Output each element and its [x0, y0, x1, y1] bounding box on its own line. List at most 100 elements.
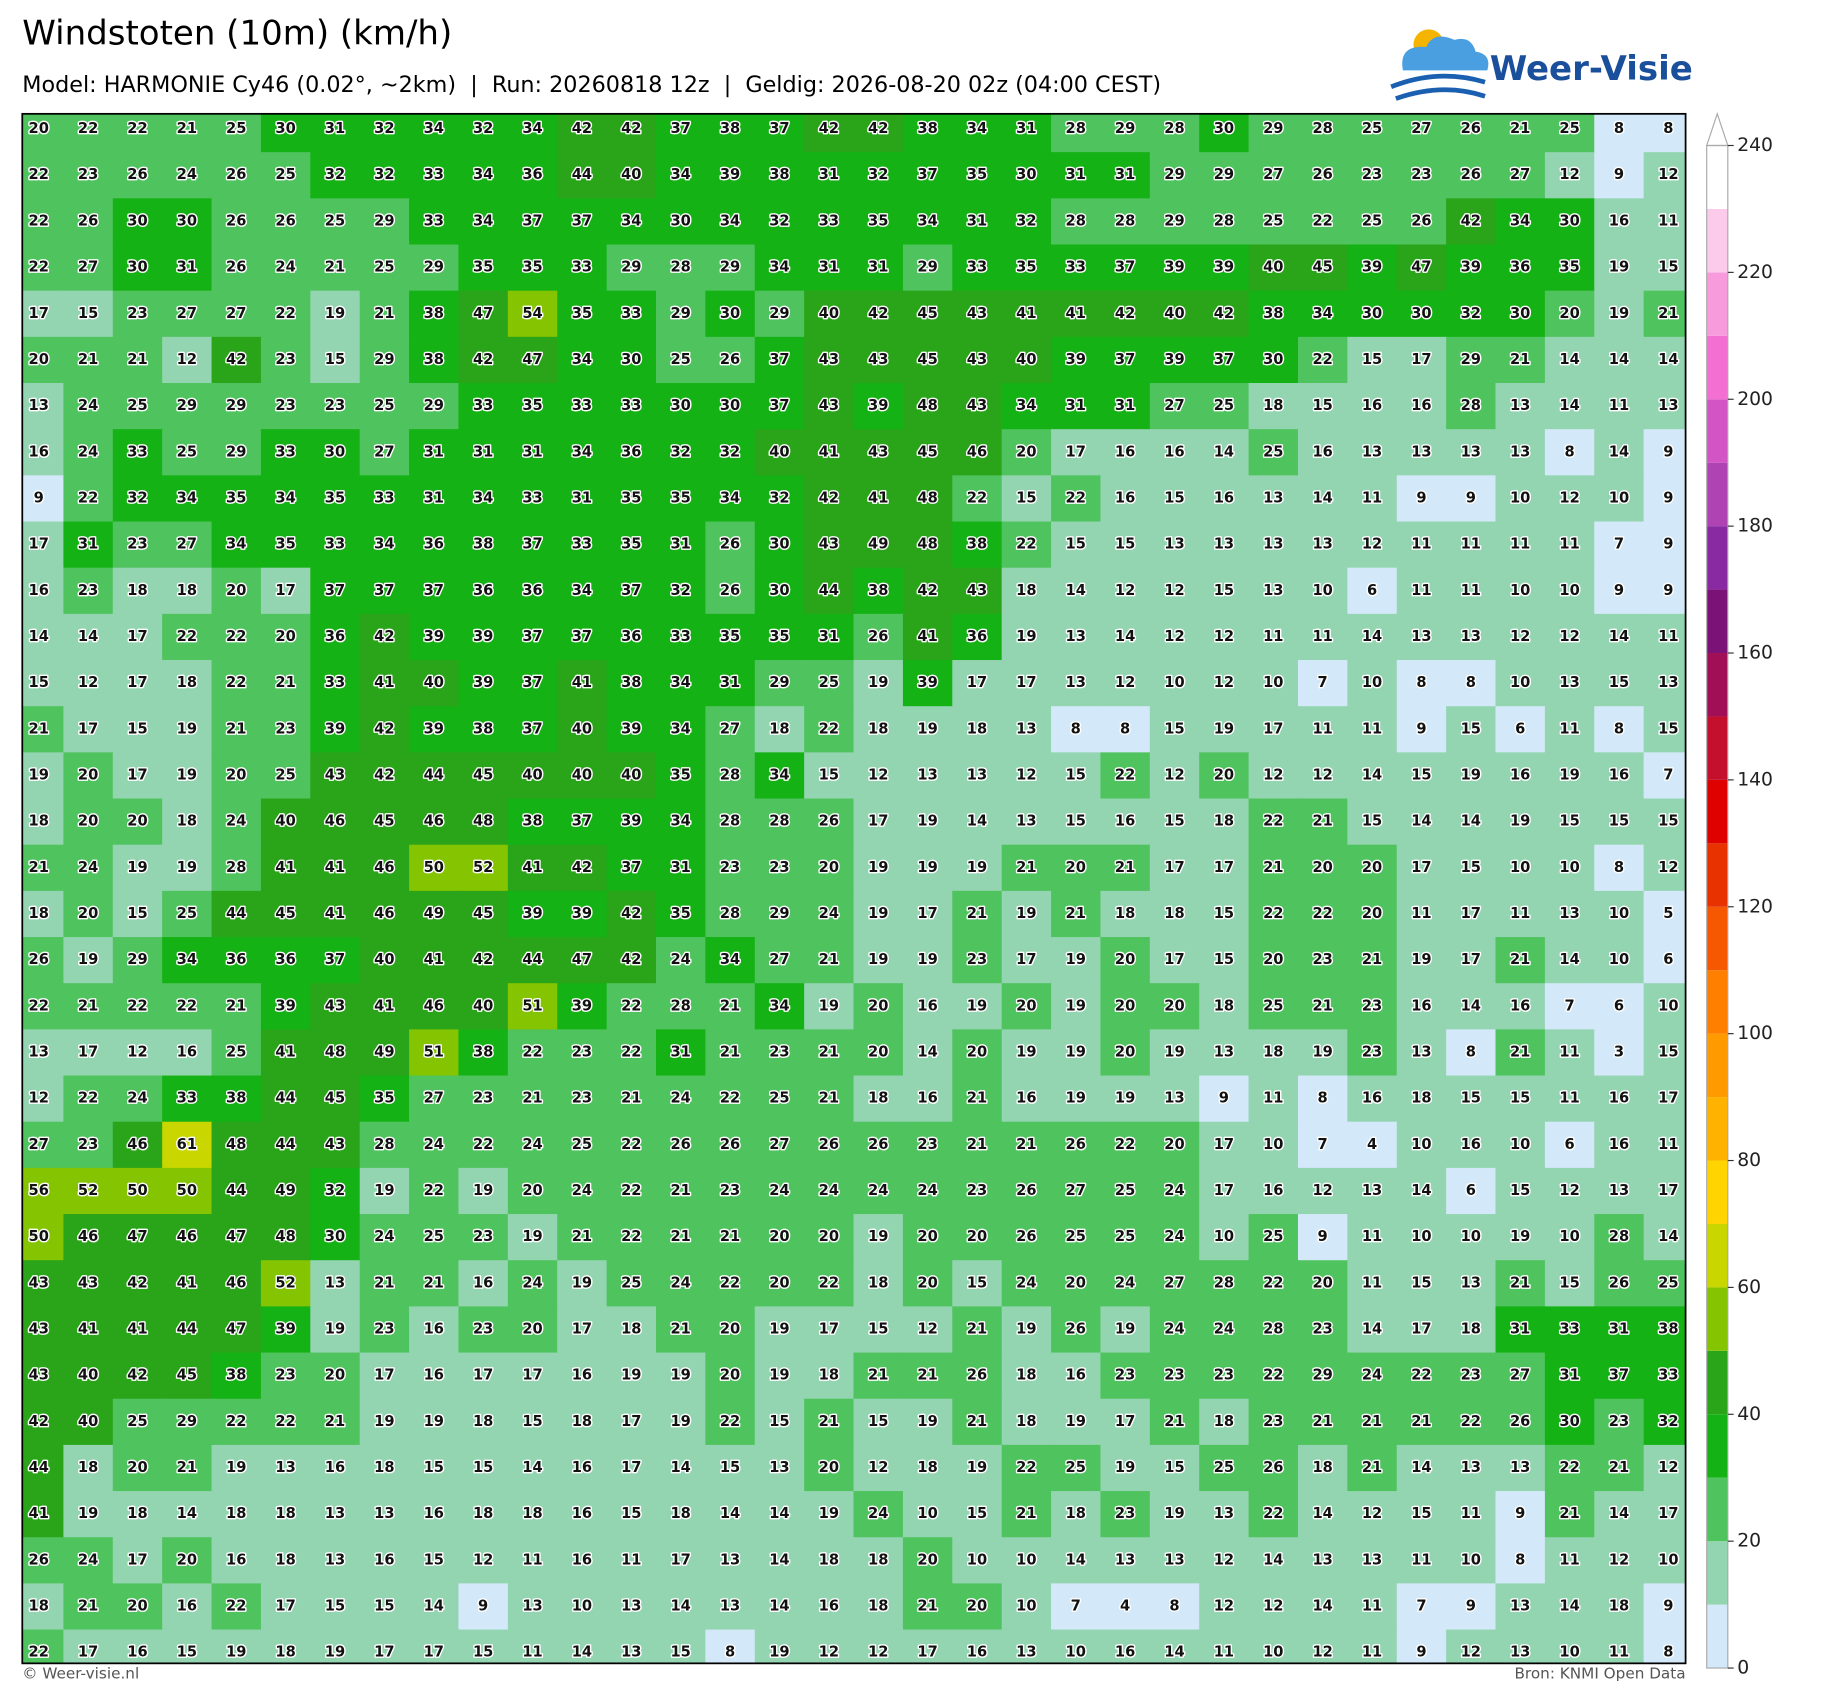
- value-label: 21: [325, 259, 345, 276]
- value-label: 8: [1614, 120, 1624, 137]
- cell: [1149, 890, 1200, 938]
- value-label: 18: [769, 720, 789, 737]
- cell: [260, 113, 312, 153]
- cell: [705, 1398, 756, 1446]
- cell: [557, 1075, 608, 1123]
- cell: [260, 983, 312, 1031]
- value-label: 43: [868, 351, 888, 368]
- value-label: 24: [522, 1274, 542, 1291]
- cell: [655, 429, 707, 477]
- value-label: 15: [1559, 813, 1579, 830]
- cell: [112, 752, 163, 800]
- cell: [804, 1629, 855, 1664]
- cell: [260, 844, 312, 892]
- cell: [63, 336, 114, 384]
- cell: [1149, 752, 1200, 800]
- cell: [804, 244, 855, 292]
- colorbar-bin: [1706, 1033, 1728, 1098]
- value-label: 23: [1164, 1367, 1184, 1384]
- cell: [1199, 1491, 1250, 1538]
- cell: [310, 1029, 361, 1077]
- cell: [804, 521, 855, 569]
- value-label: 37: [572, 212, 592, 229]
- value-label: 33: [127, 443, 147, 460]
- cell: [754, 1214, 805, 1261]
- cell: [359, 1260, 410, 1308]
- value-label: 27: [29, 1136, 49, 1153]
- cell: [1248, 752, 1299, 800]
- value-label: 26: [275, 212, 295, 229]
- cell: [1149, 1352, 1200, 1400]
- value-label: 15: [424, 1551, 444, 1568]
- cell: [112, 521, 163, 569]
- cell: [1051, 1029, 1102, 1077]
- value-label: 18: [127, 1505, 147, 1522]
- value-label: 29: [1164, 212, 1184, 229]
- cell: [952, 937, 1003, 984]
- cell: [1643, 1029, 1686, 1077]
- value-label: 24: [917, 1182, 937, 1199]
- value-label: 28: [1214, 1274, 1234, 1291]
- value-label: 15: [1658, 1043, 1678, 1060]
- cell: [952, 1214, 1003, 1261]
- value-label: 20: [1016, 997, 1036, 1014]
- value-label: 6: [1564, 1136, 1574, 1153]
- value-label: 15: [819, 766, 839, 783]
- cell: [22, 198, 65, 246]
- cell: [63, 521, 114, 569]
- cell: [1149, 113, 1200, 153]
- value-label: 39: [522, 905, 542, 922]
- cell: [1594, 1491, 1645, 1538]
- value-label: 26: [1411, 212, 1431, 229]
- cell: [1594, 429, 1645, 477]
- value-label: 19: [1016, 905, 1036, 922]
- cell: [359, 521, 410, 569]
- value-label: 42: [621, 905, 641, 922]
- cell: [1446, 660, 1497, 707]
- cell: [458, 244, 509, 292]
- cell: [804, 613, 855, 661]
- cell: [1495, 198, 1546, 246]
- value-label: 17: [1411, 351, 1431, 368]
- cell: [260, 1029, 312, 1077]
- cell: [260, 521, 312, 569]
- value-label: 33: [1658, 1367, 1678, 1384]
- cell: [507, 1629, 558, 1664]
- value-label: 28: [1115, 212, 1135, 229]
- cell: [1396, 1260, 1447, 1308]
- value-label: 20: [1312, 1274, 1332, 1291]
- colorbar-bin: [1706, 970, 1728, 1034]
- cell: [1544, 1075, 1595, 1123]
- cell: [1297, 1491, 1349, 1538]
- cell: [754, 1260, 805, 1308]
- cell: [162, 1398, 213, 1446]
- cell: [1594, 290, 1645, 338]
- value-label: 27: [374, 443, 394, 460]
- value-label: 11: [1609, 397, 1629, 414]
- value-label: 19: [1609, 305, 1629, 322]
- value-label: 19: [177, 766, 197, 783]
- value-label: 25: [424, 1228, 444, 1245]
- value-label: 17: [1658, 1182, 1678, 1199]
- value-label: 22: [29, 212, 49, 229]
- value-label: 37: [325, 582, 345, 599]
- value-label: 26: [1510, 1413, 1530, 1430]
- value-label: 16: [917, 1090, 937, 1107]
- value-label: 15: [1164, 720, 1184, 737]
- value-label: 22: [177, 628, 197, 645]
- cell: [606, 1029, 657, 1077]
- value-label: 19: [819, 997, 839, 1014]
- value-label: 39: [1066, 351, 1086, 368]
- cell: [409, 1029, 460, 1077]
- value-label: 14: [670, 1459, 690, 1476]
- cell: [409, 983, 460, 1031]
- value-label: 50: [177, 1182, 197, 1199]
- value-label: 13: [1164, 1551, 1184, 1568]
- value-label: 21: [819, 1090, 839, 1107]
- cell: [1149, 475, 1200, 523]
- cell: [804, 1260, 855, 1308]
- value-label: 18: [868, 720, 888, 737]
- cell: [1248, 383, 1299, 430]
- cell: [952, 1537, 1003, 1585]
